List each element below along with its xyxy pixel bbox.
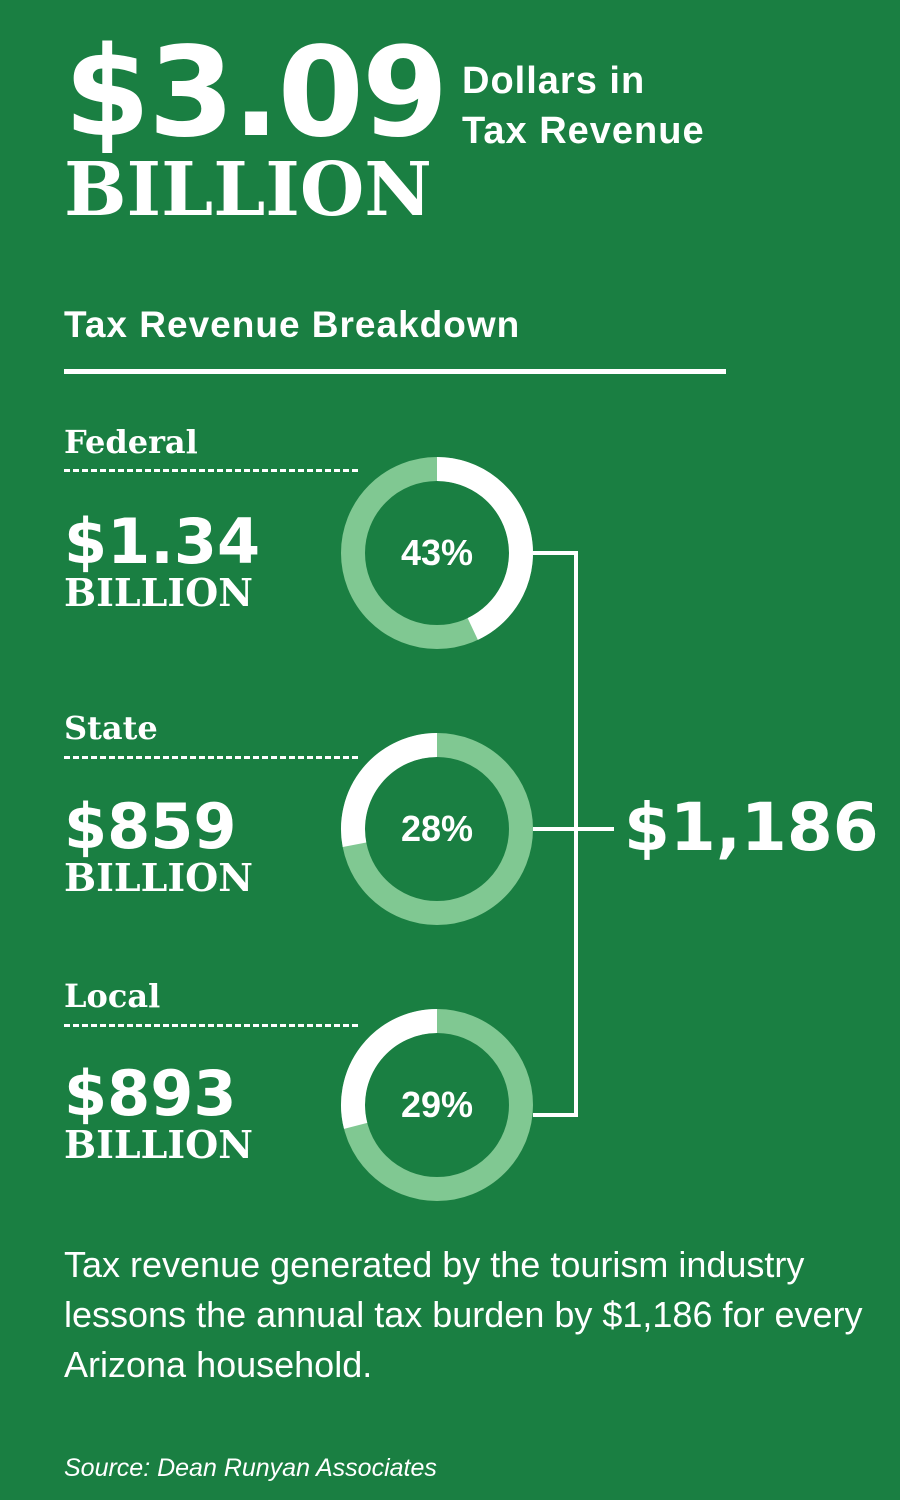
category-label-state: State [64, 709, 158, 747]
breakdown-title: Tax Revenue Breakdown [64, 304, 521, 345]
amount-unit-federal: BILLION [64, 570, 253, 615]
source-credit: Source: Dean Runyan Associates [64, 1454, 437, 1482]
headline-caption: Dollars in Tax Revenue [462, 56, 705, 156]
amount-local: $893 [64, 1057, 237, 1130]
footnote: Tax revenue generated by the tourism ind… [64, 1244, 863, 1385]
donut-segment-state [341, 733, 438, 847]
donut-percent-federal: 43% [401, 532, 473, 573]
donut-percent-state: 28% [401, 808, 473, 849]
category-label-federal: Federal [64, 423, 198, 461]
dashed-divider-local [64, 1024, 358, 1027]
headline-caption-line1: Dollars in [462, 60, 646, 102]
total-value: $1,186 [624, 789, 879, 866]
amount-unit-local: BILLION [64, 1122, 253, 1167]
headline-unit: BILLION [64, 147, 432, 233]
headline-caption-line2: Tax Revenue [462, 110, 705, 152]
category-label-local: Local [64, 977, 161, 1015]
donut-percent-local: 29% [401, 1084, 473, 1125]
connector-bracket [533, 551, 578, 1117]
amount-unit-state: BILLION [64, 855, 253, 900]
dashed-divider-state [64, 756, 358, 759]
amount-state: $859 [64, 790, 237, 863]
dashed-divider-federal [64, 469, 358, 472]
headline-amount: $3.09 [64, 21, 448, 165]
donut-segment-local [341, 1009, 438, 1129]
donut-segment-federal [436, 457, 533, 640]
amount-federal: $1.34 [64, 505, 261, 578]
title-divider [64, 369, 726, 374]
